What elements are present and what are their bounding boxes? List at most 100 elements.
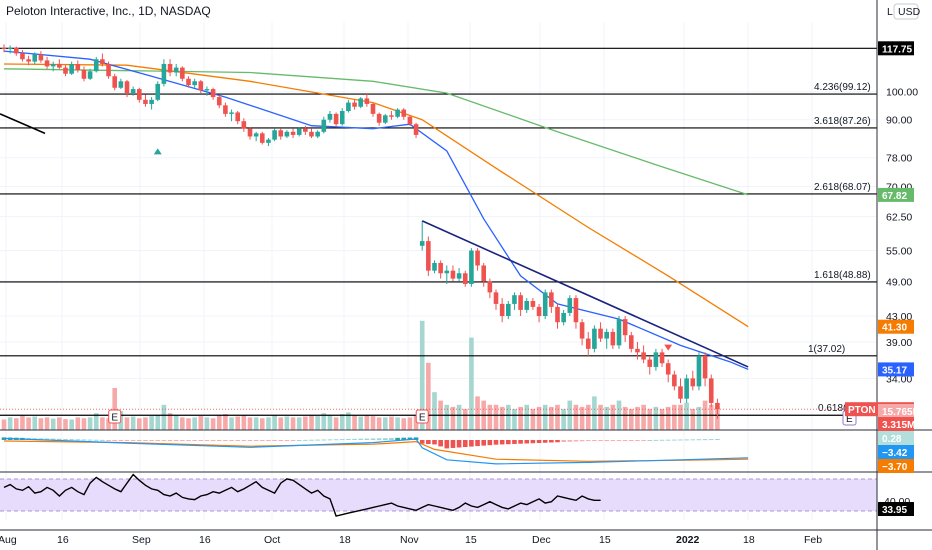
macd-hist-86 (530, 440, 536, 444)
volume-bar-104 (641, 404, 646, 430)
macd-hist-70 (432, 440, 437, 445)
macd-hist-105 (647, 440, 653, 441)
volume-bar-108 (665, 406, 671, 430)
volume-bar-110 (678, 404, 683, 430)
volume-bar-15 (93, 413, 99, 430)
trendline[interactable] (153, 148, 749, 368)
macd-tag-2-text: −3.70 (882, 462, 908, 473)
volume-bar-80 (493, 404, 499, 430)
macd-hist-101 (622, 440, 628, 441)
macd-hist-34 (210, 440, 216, 441)
volume-bar-54 (333, 417, 339, 430)
macd-hist-100 (616, 440, 622, 441)
volume-bar-17 (106, 418, 111, 430)
volume-bar-59 (364, 415, 370, 430)
macd-hist-111 (684, 439, 689, 441)
macd-hist-93 (573, 440, 579, 442)
volume-bar-69 (426, 362, 431, 430)
candle-body-47 (290, 131, 296, 135)
candle-body-10 (63, 67, 68, 74)
currency-label[interactable]: USD (898, 6, 921, 18)
candle-body-34 (210, 89, 216, 98)
macd-hist-83 (512, 440, 517, 444)
candle-body-66 (407, 116, 413, 125)
earnings-marker-1 (415, 409, 429, 424)
macd-hist-11 (69, 439, 74, 441)
macd-hist-40 (247, 440, 253, 442)
log-scale-button[interactable]: L (887, 6, 893, 18)
candle-body-58 (358, 98, 363, 107)
candle-body-99 (610, 331, 616, 346)
candle-body-59 (364, 98, 370, 104)
candle-body-1 (7, 47, 13, 49)
time-axis[interactable]: Aug 16 Sep 16 Oct 18 Nov 15 Dec 15 2022 18 Feb (0, 529, 932, 546)
candle-body-54 (333, 113, 339, 125)
volume-bar-67 (413, 415, 419, 430)
macd-hist-33 (204, 440, 210, 441)
candle-body-35 (216, 97, 222, 106)
candle-body-61 (376, 113, 382, 123)
volume-bar-95 (585, 404, 591, 430)
volume-bar-43 (266, 417, 271, 430)
symbol-tag-box (845, 402, 878, 417)
date-tick-11: 18 (743, 534, 755, 546)
volume-bar-32 (198, 416, 204, 430)
volume-bar-66 (407, 417, 413, 430)
candle-body-55 (339, 111, 345, 125)
volume-bar-27 (167, 413, 173, 430)
volume-bar-73 (450, 406, 456, 430)
volume-bar-86 (530, 409, 536, 430)
candle-body-109 (672, 374, 677, 387)
volume-bar-107 (659, 409, 665, 430)
volume-bar-0 (1, 419, 7, 430)
volume-bar-4 (26, 417, 31, 430)
candle-body-14 (87, 71, 93, 79)
volume-bar-37 (229, 417, 234, 430)
volume-bar-64 (395, 417, 400, 430)
candlesticks[interactable] (1, 44, 720, 419)
volume-bar-49 (303, 416, 308, 430)
volume-bar-56 (346, 412, 351, 430)
volume-bar-29 (180, 417, 185, 430)
macd-hist-112 (690, 439, 696, 441)
volume-tag-1-text: 3.315M (882, 420, 915, 431)
candle-body-2 (14, 47, 19, 54)
rsi-line (3, 473, 601, 517)
candle-body-23 (143, 99, 148, 104)
macd-hist-116 (715, 438, 720, 440)
volume-bar-113 (696, 406, 702, 430)
candle-body-69 (426, 241, 431, 271)
macd-hist-20 (124, 440, 130, 441)
date-tick-1: 16 (57, 534, 69, 546)
volume-bar-42 (260, 418, 265, 430)
candle-body-106 (653, 352, 659, 367)
date-tick-7: 15 (465, 534, 477, 546)
macd-hist-58 (358, 438, 363, 440)
macd-hist-35 (216, 440, 222, 441)
macd-hist-98 (604, 440, 609, 441)
macd-hist-68 (419, 440, 425, 444)
candle-body-37 (229, 112, 234, 114)
macd-hist-96 (592, 440, 597, 441)
candle-body-27 (167, 63, 173, 73)
earnings-marker-label-1: E (419, 413, 426, 424)
volume-bar-35 (216, 415, 222, 430)
macd-hist-64 (395, 437, 400, 440)
fib-label-5: 1(37.02) (808, 344, 845, 355)
fib-label-3: 2.618(68.07) (814, 182, 871, 193)
candle-body-50 (309, 131, 314, 137)
volume-bar-22 (137, 418, 142, 430)
macd-hist-114 (702, 439, 708, 441)
candle-body-16 (100, 59, 105, 64)
volume-bar-47 (290, 417, 296, 430)
earnings-marker-label-0: E (111, 413, 118, 424)
macd-hist-60 (370, 438, 376, 440)
fib-label-1: 4.236(99.12) (814, 82, 871, 93)
volume-bar-68 (419, 320, 425, 430)
volume-bar-53 (327, 415, 333, 430)
volume-bar-51 (315, 416, 320, 430)
candle-body-48 (296, 128, 302, 135)
volume-bar-77 (475, 396, 480, 430)
candle-body-79 (487, 281, 493, 293)
